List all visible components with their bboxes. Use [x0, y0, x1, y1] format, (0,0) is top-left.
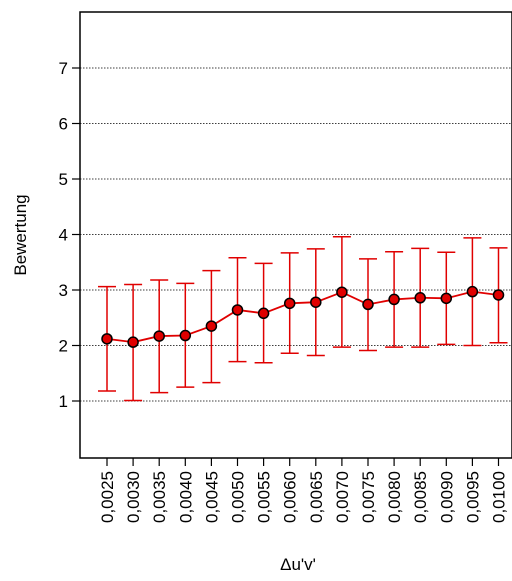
x-tick-label: 0,0040: [176, 471, 195, 523]
data-point: [257, 307, 270, 320]
y-tick-label: 7: [59, 59, 68, 78]
data-point: [362, 298, 374, 311]
y-axis: 1 2 3 4 5 6 7: [59, 59, 80, 411]
data-point: [101, 333, 113, 345]
plot-frame: [79, 11, 512, 459]
x-tick-label: 0,0025: [98, 471, 117, 523]
grid-lines: [80, 67, 512, 402]
data-point: [388, 293, 400, 306]
y-tick-label: 4: [59, 226, 68, 245]
y-tick-label: 1: [59, 392, 68, 411]
x-tick-label: 0,0060: [281, 471, 300, 523]
data-point: [127, 336, 139, 348]
error-bars: [98, 235, 508, 402]
data-point: [179, 329, 192, 342]
data-point: [336, 286, 348, 298]
x-tick-label: 0,0080: [385, 471, 404, 523]
data-point: [466, 285, 479, 298]
data-point: [283, 297, 296, 310]
y-tick-label: 6: [59, 115, 68, 134]
data-point: [440, 292, 453, 305]
x-tick-label: 0,0090: [437, 471, 456, 523]
series-line: [106, 290, 499, 344]
x-axis-title: Δu'v': [280, 555, 316, 574]
data-point: [414, 292, 426, 304]
x-tick-label: 0,0065: [307, 471, 326, 523]
x-tick-label: 0,0035: [150, 471, 169, 523]
data-point: [310, 296, 322, 308]
x-tick-label: 0,0095: [463, 471, 482, 523]
x-tick-label: 0,0055: [255, 471, 274, 523]
x-tick-label: 0,0100: [490, 471, 509, 523]
x-tick-label: 0,0030: [124, 471, 143, 523]
data-point: [231, 304, 244, 316]
y-tick-label: 2: [59, 337, 68, 356]
data-point: [205, 320, 218, 332]
x-tick-label: 0,0075: [359, 471, 378, 523]
data-point: [153, 330, 165, 342]
y-tick-label: 3: [59, 281, 68, 300]
series-line-path: [106, 290, 499, 344]
x-tick-label: 0,0045: [202, 471, 221, 523]
x-tick-label: 0,0070: [333, 471, 352, 523]
x-tick-label: 0,0085: [411, 471, 430, 523]
x-axis: 0,0025 0,0030 0,0035 0,0040 0,0045 0,0050 0,00…: [98, 458, 509, 523]
x-tick-label: 0,0050: [229, 471, 248, 523]
y-axis-title: Bewertung: [11, 194, 30, 275]
data-points: [101, 285, 505, 348]
y-tick-label: 5: [59, 170, 68, 189]
data-point: [492, 289, 505, 301]
